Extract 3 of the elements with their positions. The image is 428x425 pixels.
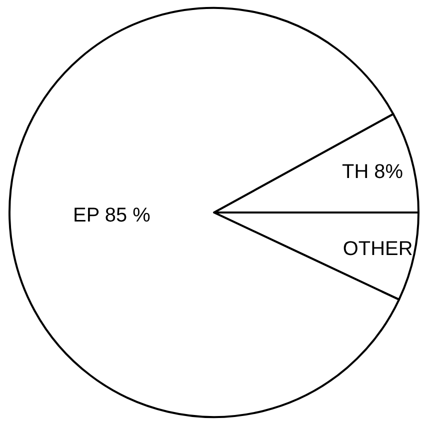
slice-label: EP 85 %: [73, 204, 151, 227]
slice-label: TH 8%: [342, 160, 404, 183]
slice-label: OTHER: [342, 238, 413, 260]
